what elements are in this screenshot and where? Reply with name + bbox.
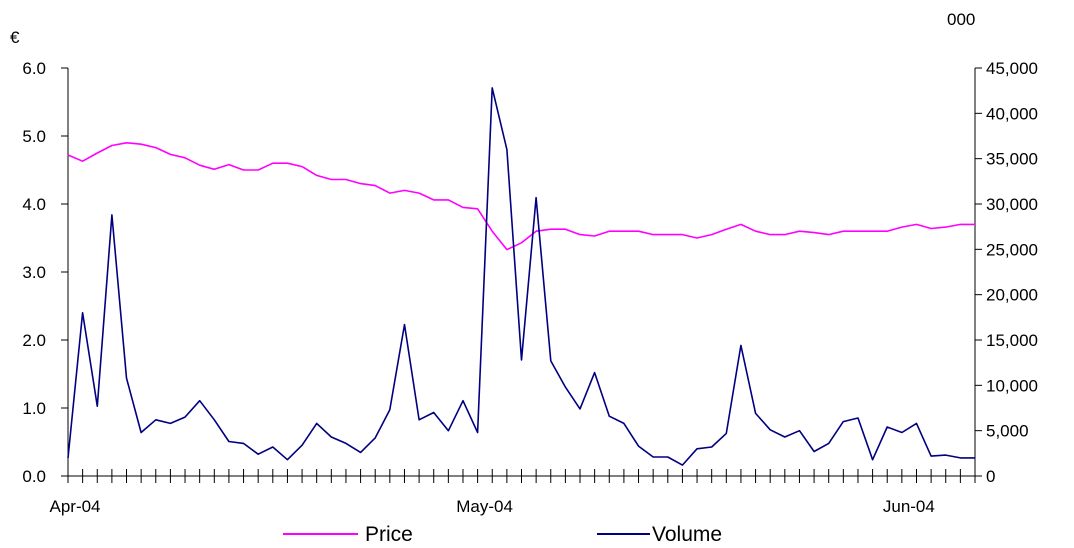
right-y-tick-label: 10,000 [986, 376, 1038, 395]
right-axis-unit-label: 000 [947, 10, 975, 29]
volume-series-line [67, 87, 975, 466]
chart-series [67, 87, 975, 466]
left-y-tick-label: 2.0 [22, 331, 46, 350]
left-y-tick-label: 6.0 [22, 59, 46, 78]
left-y-tick-label: 1.0 [22, 399, 46, 418]
price-series-line [67, 142, 975, 251]
right-y-tick-label: 30,000 [986, 195, 1038, 214]
x-tick-label: Apr-04 [49, 497, 100, 516]
chart-axes [67, 68, 976, 477]
right-y-tick-label: 25,000 [986, 240, 1038, 259]
right-y-tick-label: 15,000 [986, 331, 1038, 350]
x-tick-label: Jun-04 [883, 497, 935, 516]
legend-volume-label: Volume [652, 523, 722, 546]
chart-ticks: 0.0 1.0 2.0 3.0 4.0 5.0 6.0 0 5,000 10,000 15,000 2… [22, 59, 1038, 516]
legend-price-label: Price [365, 523, 413, 546]
right-y-tick-label: 0 [986, 467, 995, 486]
right-y-tick-label: 35,000 [986, 150, 1038, 169]
x-tick-label: May-04 [456, 497, 513, 516]
left-y-tick-label: 4.0 [22, 195, 46, 214]
right-y-tick-label: 45,000 [986, 59, 1038, 78]
left-axis-unit-label: € [10, 28, 20, 47]
left-y-tick-label: 5.0 [22, 127, 46, 146]
chart-legend: Price Volume [283, 523, 722, 546]
right-y-tick-label: 40,000 [986, 104, 1038, 123]
left-y-tick-label: 3.0 [22, 263, 46, 282]
right-y-tick-label: 5,000 [986, 422, 1029, 441]
right-y-tick-label: 20,000 [986, 286, 1038, 305]
left-y-tick-label: 0.0 [22, 467, 46, 486]
